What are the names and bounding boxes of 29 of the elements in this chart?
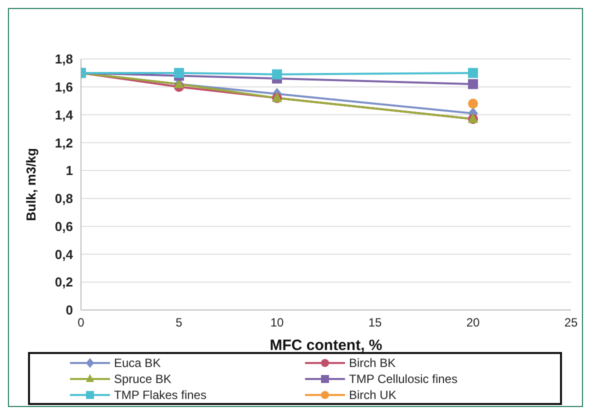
point	[468, 79, 478, 90]
x-tick-label: 15	[368, 316, 382, 330]
legend-label: TMP Cellulosic fines	[349, 372, 458, 386]
legend-label: Birch UK	[349, 388, 396, 402]
x-tick-label: 20	[466, 316, 480, 330]
y-tick-label: 1,6	[54, 80, 73, 95]
point	[468, 68, 478, 78]
y-tick-label: 1,8	[54, 52, 73, 67]
legend-label: TMP Flakes fines	[114, 388, 206, 402]
legend-label: Euca BK	[114, 356, 161, 370]
y-tick-label: 0,6	[54, 218, 73, 234]
point	[174, 68, 184, 78]
legend-label: Spruce BK	[114, 372, 172, 386]
legend-label: Birch BK	[349, 356, 396, 370]
point	[272, 69, 282, 80]
y-tick-label: 1	[66, 163, 73, 178]
x-tick-label: 10	[270, 316, 284, 330]
y-tick-label: 0,2	[54, 274, 73, 290]
y-tick-label: 0	[66, 302, 73, 318]
y-tick-label: 1,2	[54, 135, 73, 150]
y-tick-label: 1,4	[54, 107, 74, 122]
x-axis-title: MFC content, %	[270, 337, 382, 354]
y-tick-label: 0,8	[54, 191, 73, 206]
x-tick-label: 25	[564, 316, 578, 330]
y-tick-label: 0,4	[54, 246, 74, 262]
y-axis-title: Bulk, m3/kg	[24, 148, 39, 221]
point	[468, 98, 478, 109]
x-tick-label: 5	[176, 316, 183, 330]
x-tick-label: 0	[78, 316, 85, 330]
